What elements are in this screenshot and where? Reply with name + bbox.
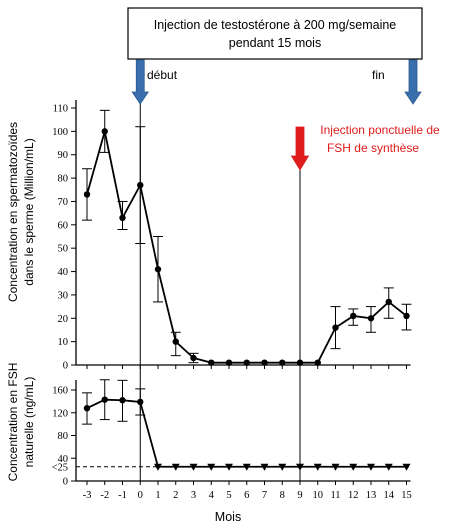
fsh-below-threshold-marker <box>225 463 233 471</box>
x-tick-label: 10 <box>313 490 324 501</box>
sperm-data-point <box>119 214 126 222</box>
x-tick-label: 8 <box>280 490 285 501</box>
sperm-data-point <box>367 315 375 322</box>
bottom-y-tick-label: 80 <box>58 431 69 442</box>
sperm-data-point <box>225 359 233 366</box>
x-tick-label: 6 <box>244 490 249 501</box>
sperm-data-point <box>385 298 392 306</box>
fsh-data-point <box>83 405 91 412</box>
sperm-data-point <box>190 354 197 362</box>
x-tick-label: 9 <box>297 490 302 501</box>
top-y-tick-label: 20 <box>58 314 69 325</box>
fsh-below-threshold-marker <box>296 463 304 471</box>
sperm-data-point <box>154 266 162 273</box>
fsh-below-threshold-marker <box>171 463 180 471</box>
top-y-tick-label: 70 <box>58 197 69 208</box>
x-tick-label: 0 <box>138 490 143 501</box>
sperm-data-point <box>296 359 304 366</box>
fsh-data-point <box>101 396 108 403</box>
top-ylabel-line-1: Concentration en spermatozoïdes <box>6 122 20 302</box>
sperm-data-point <box>279 359 286 366</box>
x-tick-label: 4 <box>209 490 215 501</box>
x-tick-label: 5 <box>226 490 231 501</box>
x-tick-label: 15 <box>401 490 412 501</box>
fsh-concentration-line <box>86 398 407 468</box>
fsh-below-threshold-marker <box>154 463 162 471</box>
x-tick-label: 13 <box>366 490 377 501</box>
top-y-tick-label: 50 <box>58 244 69 255</box>
fsh-below-threshold-marker <box>278 463 287 471</box>
fsh-below-threshold-marker <box>349 463 358 471</box>
end-arrow <box>404 59 422 105</box>
fsh-below-threshold-marker <box>331 463 340 471</box>
banner-line-1: Injection de testostérone à 200 mg/semai… <box>154 18 397 32</box>
x-tick-label: 1 <box>155 490 160 501</box>
bottom-ylabel-line-2: naturelle (ng/mL) <box>22 377 36 468</box>
sperm-data-point <box>101 128 108 135</box>
sperm-data-point <box>332 324 339 331</box>
fsh-injection-label-1: Injection ponctuelle de <box>320 123 440 137</box>
end-label: fin <box>372 68 385 82</box>
x-tick-label: 3 <box>191 490 196 501</box>
x-tick-label: -1 <box>118 490 127 501</box>
fsh-below-threshold-marker <box>242 463 251 471</box>
start-arrow <box>131 59 149 105</box>
top-y-tick-label: 10 <box>58 337 69 348</box>
fsh-data-point <box>137 398 144 406</box>
plot-area: 010203040506070809010011004080120160<25-… <box>52 59 422 501</box>
top-y-tick-label: 80 <box>58 174 69 185</box>
x-tick-label: 14 <box>384 490 395 501</box>
top-y-tick-label: 30 <box>58 290 69 301</box>
bottom-y-tick-label: 0 <box>63 477 68 488</box>
sperm-data-point <box>172 338 179 345</box>
top-y-tick-label: 90 <box>58 150 69 161</box>
bottom-y-tick-label: 120 <box>52 408 68 419</box>
x-tick-label: -2 <box>100 490 109 501</box>
top-y-tick-label: 100 <box>52 127 68 138</box>
sperm-data-point <box>261 359 268 366</box>
fsh-below-threshold-marker <box>402 463 411 471</box>
treatment-banner-box <box>127 7 423 60</box>
bottom-ylabel-line-1: Concentration en FSH <box>6 363 20 482</box>
top-y-tick-label: 0 <box>63 361 68 372</box>
fsh-below-threshold-marker <box>367 463 375 471</box>
x-tick-label: 7 <box>262 490 267 501</box>
fsh-below-threshold-marker <box>260 463 269 471</box>
x-tick-label: 12 <box>348 490 359 501</box>
x-axis-title: Mois <box>215 510 241 524</box>
fsh-injection-label-2: FSH de synthèse <box>327 141 419 155</box>
sperm-data-point <box>350 312 357 320</box>
sperm-concentration-line <box>86 131 408 364</box>
fsh-below-threshold-marker <box>313 463 322 471</box>
fsh-arrow <box>290 126 310 171</box>
fsh-data-point <box>119 397 126 404</box>
fsh-below-threshold-marker <box>384 463 393 471</box>
x-tick-label: 2 <box>173 490 178 501</box>
sperm-data-point <box>403 312 410 320</box>
sperm-data-point <box>314 359 321 366</box>
sperm-data-point <box>137 181 144 189</box>
top-y-tick-label: 110 <box>53 104 68 115</box>
start-label: début <box>147 68 178 82</box>
fsh-below-threshold-marker <box>189 463 198 471</box>
sperm-data-point <box>208 359 215 366</box>
sperm-data-point <box>243 359 250 366</box>
top-y-tick-label: 40 <box>58 267 69 278</box>
fsh-below-threshold-marker <box>207 463 216 471</box>
bottom-y-tick-label: 160 <box>52 386 68 397</box>
bottom-threshold-tick-label: <25 <box>52 462 68 473</box>
banner-line-2: pendant 15 mois <box>229 36 321 50</box>
sperm-data-point <box>83 191 91 198</box>
top-ylabel-line-2: dans le sperme (Million/mL) <box>22 138 36 285</box>
bottom-y-tick-label: 40 <box>58 454 69 465</box>
x-tick-label: -3 <box>83 490 92 501</box>
top-y-tick-label: 60 <box>58 220 69 231</box>
x-tick-label: 11 <box>330 490 340 501</box>
